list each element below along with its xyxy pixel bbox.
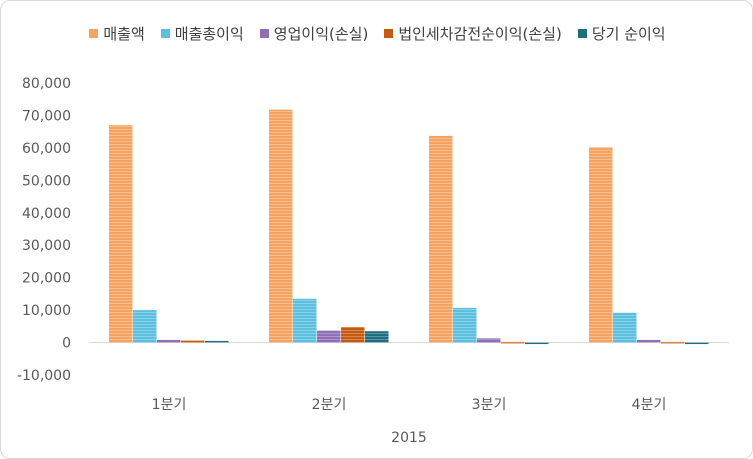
chart-legend: 매출액 매출총이익 영업이익(손실) 법인세차감전순이익(손실) 당기 순이익 <box>1 23 752 44</box>
bar <box>365 331 389 343</box>
bar <box>453 307 477 343</box>
y-tick-label: 40,000 <box>22 206 71 222</box>
bar <box>269 109 293 343</box>
x-tick-label: 3분기 <box>472 397 507 413</box>
y-tick-label: 30,000 <box>22 238 71 254</box>
bar <box>429 135 453 343</box>
bar <box>293 298 317 343</box>
legend-item: 당기 순이익 <box>577 23 666 44</box>
y-tick-label: 70,000 <box>22 108 71 124</box>
bar <box>685 342 709 345</box>
legend-label: 영업이익(손실) <box>273 25 369 43</box>
x-tick-label: 1분기 <box>152 397 187 413</box>
y-tick-label: 50,000 <box>22 173 71 189</box>
y-tick-label: -10,000 <box>17 368 71 384</box>
x-axis-label: 2015 <box>391 430 427 446</box>
legend-item: 매출총이익 <box>160 23 244 44</box>
legend-item: 영업이익(손실) <box>259 23 369 44</box>
bar <box>613 312 637 343</box>
bar <box>661 341 685 344</box>
bar <box>501 341 525 344</box>
bar <box>157 339 181 343</box>
y-tick-label: 10,000 <box>22 303 71 319</box>
legend-item: 법인세차감전순이익(손실) <box>384 23 562 44</box>
bar <box>109 125 133 343</box>
legend-label: 매출총이익 <box>174 25 244 43</box>
legend-swatch <box>259 29 269 38</box>
bar <box>637 339 661 343</box>
x-tick-label: 4분기 <box>632 397 667 413</box>
bar <box>341 326 365 343</box>
x-tick-label: 2분기 <box>312 397 347 413</box>
bar <box>589 147 613 343</box>
bar <box>205 340 229 343</box>
legend-swatch <box>89 29 99 38</box>
legend-item: 매출액 <box>89 23 145 44</box>
y-tick-label: 60,000 <box>22 141 71 157</box>
y-tick-label: 20,000 <box>22 271 71 287</box>
y-tick-label: 0 <box>62 336 71 352</box>
legend-swatch <box>160 29 170 38</box>
bar <box>181 340 205 343</box>
bar <box>317 330 341 343</box>
legend-label: 매출액 <box>103 25 145 43</box>
bar <box>477 338 501 343</box>
legend-swatch <box>384 29 394 38</box>
legend-label: 법인세차감전순이익(손실) <box>398 25 562 43</box>
bar <box>133 310 157 343</box>
y-tick-label: 80,000 <box>22 76 71 92</box>
legend-label: 당기 순이익 <box>591 25 666 43</box>
bar <box>525 342 549 345</box>
legend-swatch <box>577 29 587 38</box>
